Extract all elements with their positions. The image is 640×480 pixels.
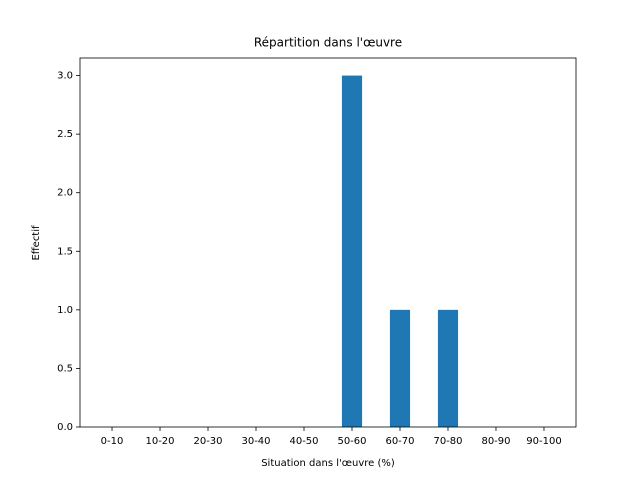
x-tick-label: 40-50: [289, 436, 318, 447]
x-tick-label: 10-20: [145, 436, 174, 447]
x-tick-label: 70-80: [433, 436, 462, 447]
y-tick-label: 2.0: [57, 188, 73, 199]
y-tick-label: 1.0: [57, 305, 73, 316]
bar: [389, 309, 411, 427]
x-tick-label: 90-100: [526, 436, 561, 447]
plot-frame: [79, 57, 577, 428]
x-axis-label: Situation dans l'œuvre (%): [261, 458, 395, 469]
x-tick-label: 60-70: [385, 436, 414, 447]
x-tick-label: 20-30: [193, 436, 222, 447]
x-tick-label: 0-10: [101, 436, 124, 447]
chart-title: Répartition dans l'œuvre: [254, 36, 402, 50]
x-tick-label: 30-40: [241, 436, 270, 447]
x-tick-label: 50-60: [337, 436, 366, 447]
bar: [341, 75, 363, 428]
y-tick-label: 0.0: [57, 422, 73, 433]
bar: [437, 309, 459, 427]
y-tick-label: 3.0: [57, 71, 73, 82]
x-tick-label: 80-90: [481, 436, 510, 447]
y-tick-label: 0.5: [57, 363, 73, 374]
y-tick-label: 1.5: [57, 246, 73, 257]
y-tick-label: 2.5: [57, 129, 73, 140]
y-axis-label: Effectif: [31, 225, 42, 261]
